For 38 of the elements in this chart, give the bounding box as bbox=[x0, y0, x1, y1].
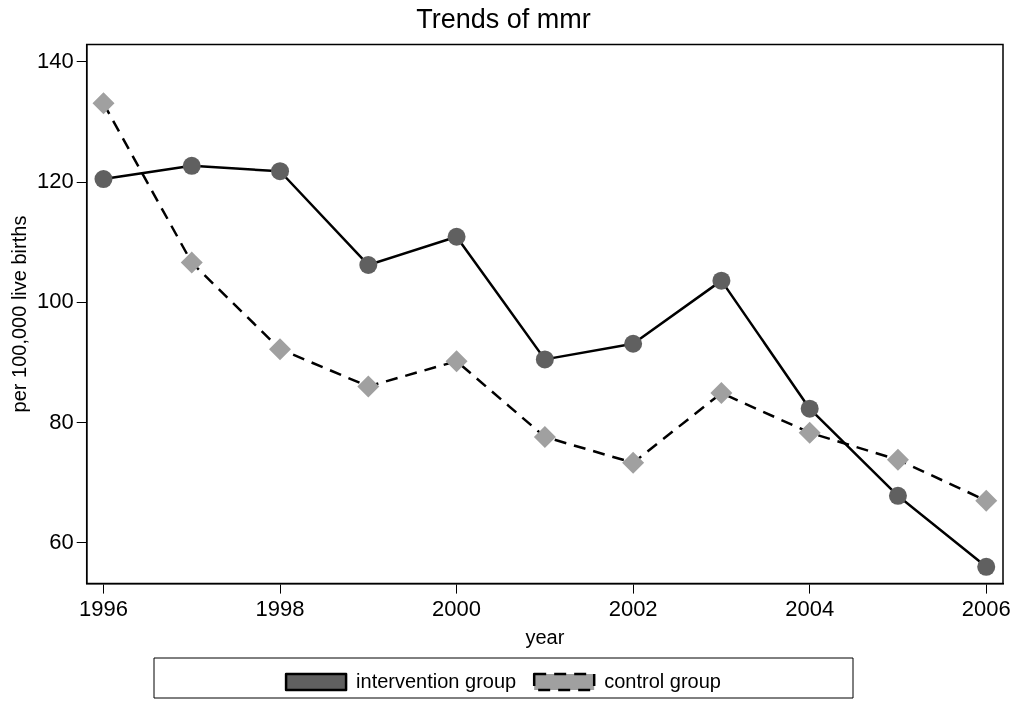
point bbox=[975, 489, 998, 512]
x-tick-label: 2006 bbox=[961, 595, 1011, 621]
point bbox=[357, 375, 380, 398]
point bbox=[271, 162, 290, 181]
y-tick-label: 140 bbox=[36, 47, 74, 73]
x-tick-label: 1996 bbox=[79, 595, 128, 621]
point bbox=[94, 170, 113, 189]
point bbox=[447, 227, 466, 246]
point bbox=[710, 382, 733, 405]
chart-title: Trends of mmr bbox=[416, 3, 591, 34]
point bbox=[445, 350, 468, 373]
y-tick-label: 60 bbox=[49, 528, 74, 554]
x-axis-title: year bbox=[525, 625, 565, 648]
point bbox=[533, 425, 556, 448]
point bbox=[800, 399, 819, 418]
point bbox=[622, 451, 645, 474]
point bbox=[182, 156, 201, 175]
point bbox=[269, 338, 292, 361]
y-axis-title: per 100,000 live births bbox=[7, 215, 30, 413]
x-tick-label: 2002 bbox=[608, 595, 658, 621]
y-tick-label: 120 bbox=[36, 168, 74, 194]
x-tick-label: 2004 bbox=[785, 595, 835, 621]
point bbox=[977, 557, 996, 576]
x-tick-label: 2000 bbox=[432, 595, 482, 621]
point bbox=[359, 256, 378, 275]
point bbox=[624, 334, 643, 353]
point bbox=[92, 92, 115, 115]
point bbox=[886, 448, 909, 471]
point bbox=[712, 271, 731, 290]
point bbox=[535, 350, 554, 369]
point bbox=[180, 251, 203, 274]
y-tick-label: 80 bbox=[49, 408, 74, 434]
y-tick-label: 100 bbox=[36, 288, 74, 314]
legend-label: control group bbox=[604, 669, 721, 692]
legend-label: intervention group bbox=[356, 669, 517, 692]
x-tick-label: 1998 bbox=[255, 595, 305, 621]
point bbox=[798, 421, 821, 444]
point bbox=[888, 486, 907, 505]
